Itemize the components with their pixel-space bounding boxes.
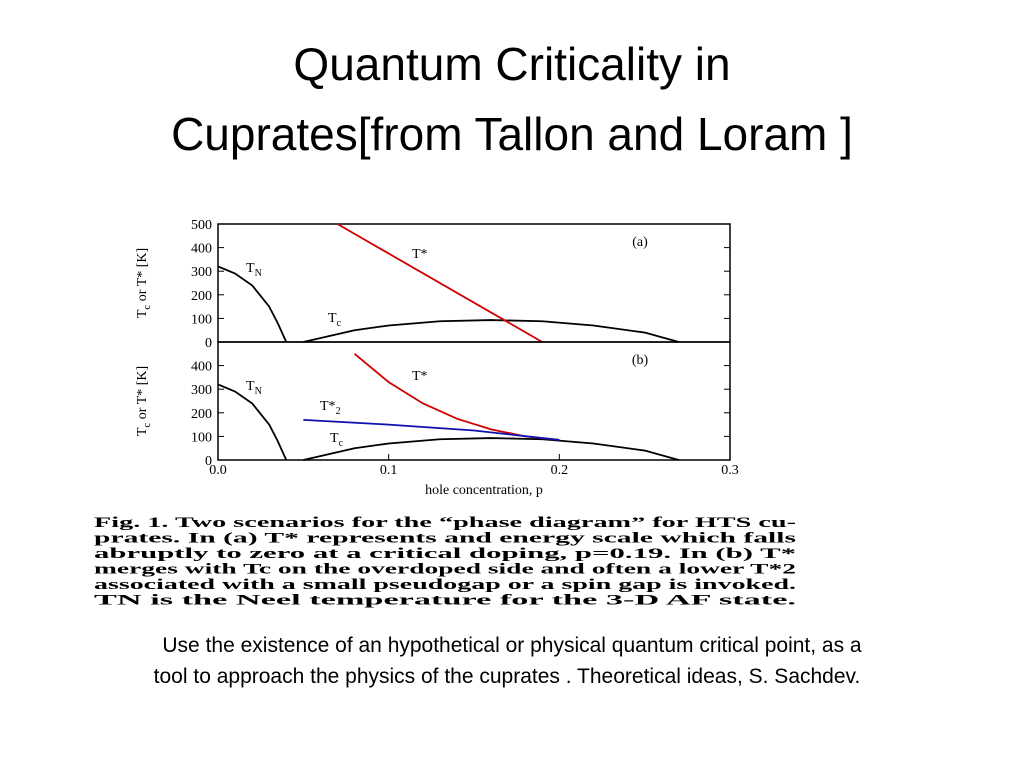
series-label: TN: [246, 261, 262, 279]
series-label-sub: c: [339, 438, 344, 449]
y-tick-label: 300: [191, 265, 212, 280]
x-axis-label: hole concentration, p: [425, 483, 543, 498]
caption-line: TN is the Neel temperature for the 3-D A…: [94, 593, 796, 609]
x-tick-label: 0.2: [551, 463, 569, 478]
series-label: T*2: [320, 399, 341, 417]
title-line: Cuprates[from Tallon and Loram ]: [171, 108, 853, 160]
series-label-sub: N: [255, 268, 262, 279]
series-line: [303, 418, 560, 441]
series-label: Tc: [328, 311, 342, 329]
series-label: TN: [246, 379, 262, 397]
y-axis-label-part: c: [141, 305, 153, 310]
plot-frame: [217, 341, 731, 461]
y-tick-label: 100: [191, 312, 212, 327]
body-line: tool to approach the physics of the cupr…: [154, 665, 861, 688]
y-axis-label-part: or T* [K]: [135, 248, 150, 305]
caption-line: merges with Tc on the overdoped side and…: [94, 562, 796, 578]
y-axis-label-part: or T* [K]: [135, 366, 150, 423]
y-tick-label: 500: [191, 218, 212, 233]
y-axis-label-part: T: [135, 427, 150, 436]
panel-label: (a): [632, 235, 648, 250]
series-label-name: T: [246, 261, 255, 276]
series-label-name: T*: [412, 247, 428, 262]
series-label-sub: c: [337, 318, 342, 329]
y-tick-label: 0: [205, 336, 212, 351]
series-label: T*: [412, 369, 428, 384]
caption: Fig. 1. Two scenarios for the “phase dia…: [94, 515, 797, 609]
series-line: [217, 265, 288, 343]
caption-line: prates. In (a) T* represents and energy …: [94, 531, 797, 547]
title-line: Quantum Criticality in: [293, 38, 730, 90]
body-line: Use the existence of an hypothetical or …: [162, 634, 862, 657]
y-tick-label: 0: [205, 454, 212, 469]
y-axis-label-part: c: [141, 423, 153, 428]
y-axis-label: Tc or T* [K]: [135, 366, 153, 436]
x-tick-label: 0.1: [380, 463, 398, 478]
series-label-sub: 2: [336, 406, 341, 417]
series-label-name: T*: [412, 369, 428, 384]
series-line: [337, 223, 543, 343]
series-label-name: T: [330, 431, 339, 446]
panel-label: (b): [632, 353, 649, 368]
y-axis-label-part: T: [135, 309, 150, 318]
series-label-name: T*: [320, 399, 336, 414]
caption-line: associated with a small pseudogap or a s…: [94, 577, 796, 593]
series-label-name: T: [328, 311, 337, 326]
series-label-sub: N: [255, 386, 262, 397]
y-tick-label: 200: [191, 289, 212, 304]
series-label: Tc: [330, 431, 344, 449]
series-line: [217, 383, 288, 461]
y-tick-label: 200: [191, 407, 212, 422]
caption-line: abruptly to zero at a critical doping, p…: [94, 546, 796, 562]
series-line: [303, 437, 680, 461]
y-tick-label: 300: [191, 383, 212, 398]
series-label: T*: [412, 247, 428, 262]
series-line: [303, 319, 680, 343]
caption-line: Fig. 1. Two scenarios for the “phase dia…: [94, 515, 796, 531]
series-label-name: T: [246, 379, 255, 394]
y-tick-label: 100: [191, 430, 212, 445]
y-axis-label: Tc or T* [K]: [135, 248, 153, 318]
x-tick-label: 0.0: [209, 463, 227, 478]
y-tick-label: 400: [191, 242, 212, 257]
x-tick-label: 0.3: [721, 463, 739, 478]
y-tick-label: 400: [191, 360, 212, 375]
